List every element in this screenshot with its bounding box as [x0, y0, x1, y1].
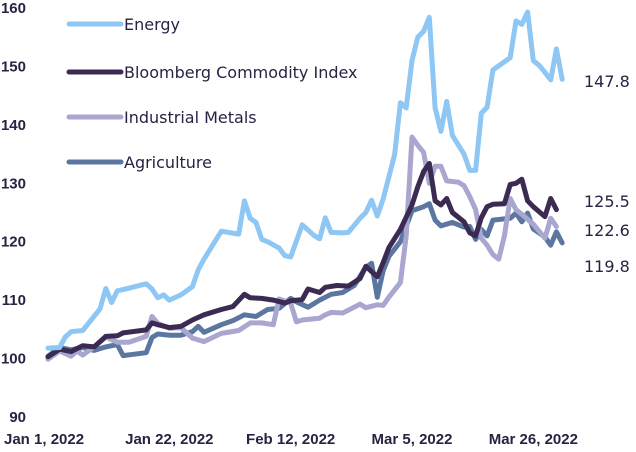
- series-line-agriculture: [45, 201, 565, 359]
- x-tick-label: Mar 26, 2022: [489, 431, 578, 448]
- legend: Energy Bloomberg Commodity Index Industria…: [66, 15, 358, 172]
- series-lines: [45, 9, 565, 362]
- y-tick-label: 110: [2, 292, 26, 309]
- y-tick-label: 120: [1, 234, 26, 251]
- y-tick-label: 160: [1, 0, 26, 17]
- y-tick-label: 100: [1, 351, 26, 368]
- y-tick-label: 90: [9, 409, 26, 426]
- y-tick-label: 140: [1, 117, 26, 134]
- y-axis: 90 100 110 120 130 140 150 160: [1, 0, 26, 426]
- series-line-bloomberg-commodity-index: [45, 160, 559, 360]
- x-tick-label: Jan 22, 2022: [125, 431, 213, 448]
- y-tick-label: 130: [1, 175, 26, 192]
- y-tick-label: 150: [1, 58, 26, 75]
- legend-label: Bloomberg Commodity Index: [124, 63, 358, 82]
- series-line-energy: [45, 9, 565, 351]
- end-value-label: 147.8: [584, 72, 630, 91]
- end-value-labels: 147.8 125.5 122.6 119.8: [584, 72, 630, 276]
- legend-label: Industrial Metals: [124, 108, 257, 127]
- end-value-label: 119.8: [584, 257, 630, 276]
- end-value-label: 122.6: [584, 221, 630, 240]
- legend-label: Energy: [124, 15, 180, 34]
- x-tick-label: Feb 12, 2022: [246, 431, 335, 448]
- x-axis: Jan 1, 2022 Jan 22, 2022 Feb 12, 2022 Mar 5…: [4, 431, 578, 448]
- x-tick-label: Mar 5, 2022: [372, 431, 453, 448]
- legend-label: Agriculture: [124, 153, 212, 172]
- x-tick-label: Jan 1, 2022: [4, 431, 84, 448]
- end-value-label: 125.5: [584, 192, 630, 211]
